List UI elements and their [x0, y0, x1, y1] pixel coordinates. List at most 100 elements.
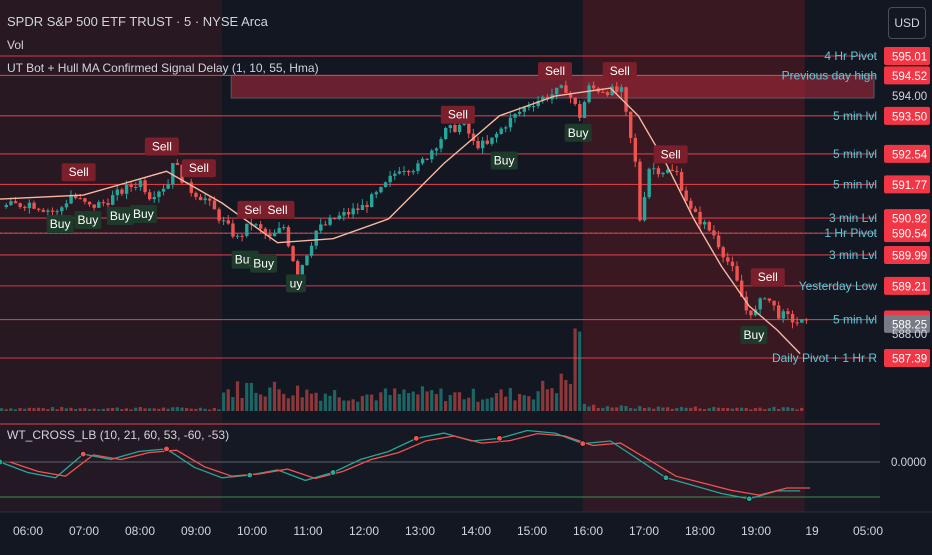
volume-bar [272, 381, 277, 411]
volume-bar [666, 407, 670, 411]
signal-text: Buy [253, 257, 274, 271]
volume-bar [379, 392, 383, 411]
time-axis[interactable]: 06:00 07:00 08:00 09:00 10:00 11:00 12:00 13:00… [0, 511, 932, 538]
volume-bar [115, 407, 119, 411]
volume-bar [92, 408, 96, 411]
volume-bar [777, 408, 781, 411]
candle-body [50, 210, 55, 212]
volume-bar [522, 395, 526, 411]
price-axis[interactable]: 595.01 594.52 594.00 593.50 592.54 591.77 590.… [880, 0, 932, 512]
candle-body [763, 298, 767, 300]
signal-box [564, 123, 592, 142]
hull-ma-path [0, 87, 801, 355]
candle-body [781, 311, 786, 319]
volume-bar [18, 407, 22, 411]
candle-body [189, 182, 194, 193]
volume-bar [217, 409, 221, 411]
wt-line-2 [9, 432, 811, 496]
candle-body [555, 87, 559, 95]
volume-bar [245, 382, 249, 411]
level-price-tag [884, 276, 930, 295]
candle-body [333, 217, 337, 220]
wt-cross-dot [496, 435, 503, 442]
price-tag-label: 591.77 [892, 180, 927, 192]
volume-bar [582, 403, 586, 411]
candle-body [175, 163, 180, 166]
volume-bar [13, 409, 18, 411]
volume-bar [453, 392, 457, 411]
candle-body [194, 192, 198, 197]
candle-body [78, 198, 83, 200]
time-tick-label: 16:00 [573, 524, 603, 538]
volume-bar [161, 407, 166, 411]
candle-body [124, 184, 129, 194]
candle-body [291, 246, 295, 262]
time-tick-label: 15:00 [517, 524, 547, 538]
volume-bar [37, 407, 41, 411]
level-price-tag [884, 209, 930, 228]
volume-bar [356, 401, 360, 411]
buy-signal: uy [286, 274, 306, 293]
candle-body [323, 224, 328, 226]
candle-body [97, 202, 101, 208]
signal-text: Sell [610, 64, 630, 78]
candle-body [115, 189, 120, 196]
volume-bar [642, 408, 647, 411]
signal-text: Buy [50, 217, 71, 231]
level-label: 3 min Lvl [829, 248, 877, 262]
signal-text: Buy [133, 207, 154, 221]
hull-ma-line [0, 87, 801, 355]
candle-body [578, 104, 582, 118]
volume-bar [268, 387, 272, 411]
candle-body [143, 180, 147, 193]
volume-bar [305, 389, 309, 411]
volume-bar [541, 380, 545, 411]
volume-bar [296, 385, 300, 411]
volume-bar [194, 408, 198, 411]
candle-body [582, 102, 587, 118]
time-tick-label: 18:00 [685, 524, 715, 538]
oscillator-legend-label[interactable]: WT_CROSS_LB (10, 21, 60, 53, -60, -53) [7, 428, 230, 442]
candle-body [536, 100, 540, 106]
volume-bar [360, 396, 364, 411]
volume-bar [531, 399, 536, 411]
currency-button[interactable]: USD [888, 7, 926, 39]
wt-line-1 [0, 429, 801, 500]
indicator-legend-label[interactable]: UT Bot + Hull MA Confirmed Signal Delay … [7, 61, 319, 75]
sell-signal: Sell [260, 200, 295, 219]
candle-body [416, 163, 420, 172]
volume-bar [726, 407, 730, 411]
candle-body [41, 209, 46, 212]
sell-signal: Sell [602, 62, 637, 81]
candle-body [407, 170, 411, 173]
volume-bar [134, 407, 138, 411]
volume-bar [383, 388, 388, 411]
volume-bar [430, 390, 434, 411]
candle-body [342, 212, 346, 216]
candle-body [23, 206, 27, 209]
candle-body [55, 211, 59, 213]
price-tag-label: 587.39 [892, 354, 927, 366]
volume-bar [240, 397, 244, 411]
volume-bar [790, 407, 795, 411]
candle-body [420, 158, 425, 164]
volume-bar [550, 388, 554, 411]
sell-signal: Sell [653, 145, 688, 164]
volume-legend-label[interactable]: Vol [7, 38, 24, 52]
candle-body [527, 106, 531, 108]
candle-body [198, 196, 203, 201]
candle-body [69, 195, 73, 204]
volume-bar [592, 404, 596, 411]
symbol-title[interactable]: SPDR S&P 500 ETF TRUST · 5 · NYSE Arca [7, 14, 268, 29]
volume-bar [633, 408, 637, 411]
level-price-tag [884, 224, 930, 243]
volume-bar [661, 407, 665, 411]
candle-body [337, 215, 342, 220]
volume-bar [707, 408, 711, 411]
volume-bar [78, 408, 82, 411]
volume-bar [60, 407, 64, 411]
buy-signal: Buy [106, 207, 134, 226]
level-label: Yesterday Low [799, 279, 878, 293]
